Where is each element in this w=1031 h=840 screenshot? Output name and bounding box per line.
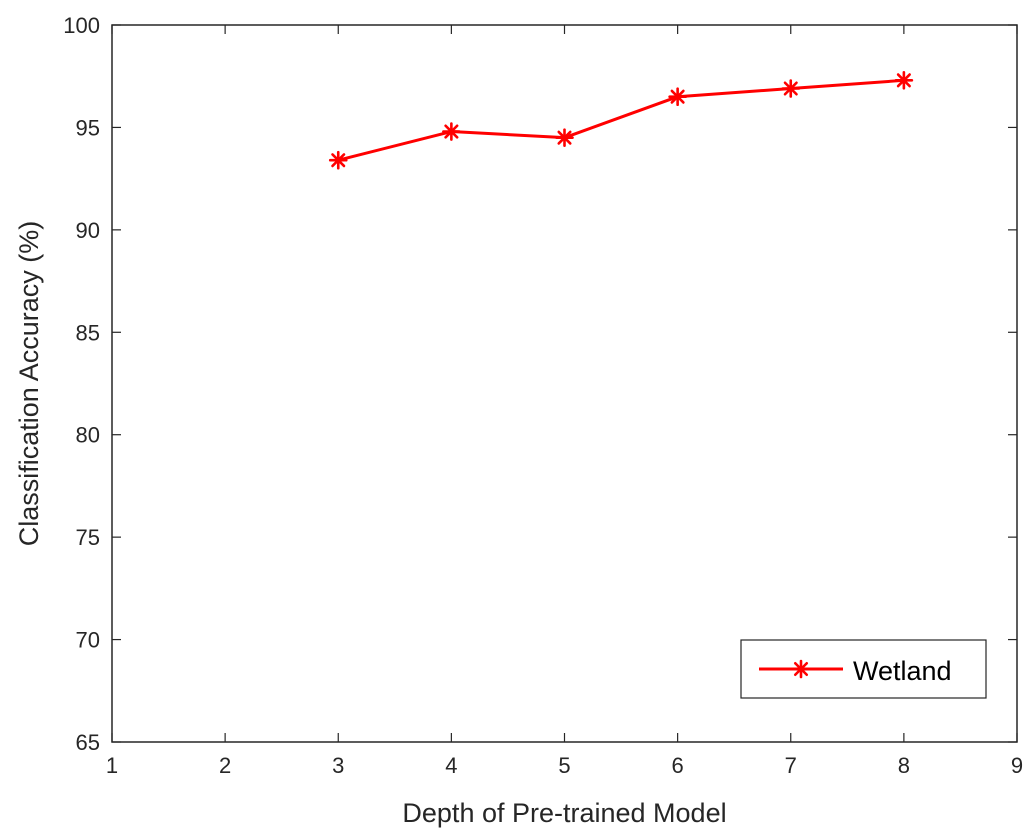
x-tick-label: 8 bbox=[898, 753, 910, 778]
y-axis-label: Classification Accuracy (%) bbox=[14, 221, 44, 547]
series-layer bbox=[328, 71, 914, 170]
x-tick-label: 6 bbox=[672, 753, 684, 778]
x-tick-label: 4 bbox=[445, 753, 457, 778]
x-tick-label: 2 bbox=[219, 753, 231, 778]
axis-tick-labels: 1 2 3 4 5 6 7 8 9 65 70 75 80 85 90 95 100 bbox=[63, 13, 1023, 778]
series-line-wetland bbox=[337, 78, 904, 162]
data-point-marker bbox=[442, 122, 461, 141]
y-tick-label: 65 bbox=[76, 730, 100, 755]
y-tick-label: 80 bbox=[76, 423, 100, 448]
x-tick-label: 7 bbox=[785, 753, 797, 778]
y-tick-label: 95 bbox=[76, 115, 100, 140]
legend-asterisk-icon bbox=[791, 659, 811, 679]
y-tick-label: 70 bbox=[76, 628, 100, 653]
x-axis-label: Depth of Pre-trained Model bbox=[402, 798, 726, 828]
legend: Wetland bbox=[740, 639, 987, 699]
axis-ticks bbox=[111, 24, 1018, 743]
data-point-marker bbox=[894, 71, 914, 90]
y-tick-label: 100 bbox=[63, 13, 100, 38]
data-point-marker bbox=[328, 150, 348, 170]
x-tick-label: 3 bbox=[332, 753, 344, 778]
y-tick-label: 85 bbox=[76, 320, 100, 345]
x-tick-label: 5 bbox=[558, 753, 570, 778]
x-tick-label: 9 bbox=[1011, 753, 1023, 778]
data-point-marker bbox=[781, 79, 801, 98]
y-tick-label: 90 bbox=[76, 218, 100, 243]
x-tick-label: 1 bbox=[106, 753, 118, 778]
legend-marker-wetland bbox=[791, 659, 811, 679]
data-point-marker bbox=[555, 128, 574, 147]
legend-label-wetland: Wetland bbox=[853, 656, 952, 686]
y-tick-label: 75 bbox=[76, 525, 100, 550]
data-point-marker bbox=[668, 87, 687, 106]
